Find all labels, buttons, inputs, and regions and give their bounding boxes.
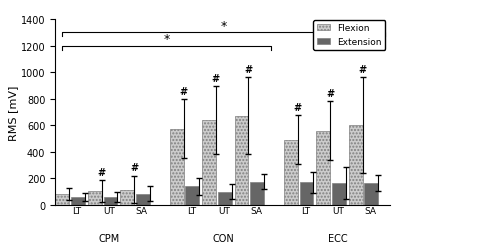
Text: #: # [130, 163, 138, 172]
Bar [170, 129, 183, 205]
Text: #: # [326, 89, 334, 99]
Bar [218, 192, 232, 205]
Bar [56, 194, 69, 205]
Bar [104, 197, 118, 205]
Text: *: * [164, 33, 170, 46]
Text: #: # [294, 102, 302, 113]
Bar [284, 140, 298, 205]
Bar [202, 120, 216, 205]
Bar [364, 183, 378, 205]
Text: #: # [212, 74, 220, 84]
Text: CPM: CPM [99, 234, 120, 243]
Bar [186, 186, 199, 205]
Bar [136, 194, 149, 205]
Bar [71, 197, 85, 205]
Bar [120, 190, 134, 205]
Text: #: # [358, 65, 366, 75]
Legend: Flexion, Extension: Flexion, Extension [313, 21, 386, 50]
Bar [234, 116, 248, 205]
Text: CON: CON [213, 234, 234, 243]
Bar [250, 182, 264, 205]
Y-axis label: RMS [mV]: RMS [mV] [8, 85, 18, 140]
Text: #: # [180, 87, 188, 97]
Bar [300, 182, 314, 205]
Bar [88, 191, 102, 205]
Bar [332, 183, 346, 205]
Bar [349, 126, 362, 205]
Bar [316, 131, 330, 205]
Text: #: # [244, 65, 252, 75]
Text: #: # [98, 167, 106, 177]
Text: ECC: ECC [328, 234, 348, 243]
Text: *: * [220, 20, 227, 32]
